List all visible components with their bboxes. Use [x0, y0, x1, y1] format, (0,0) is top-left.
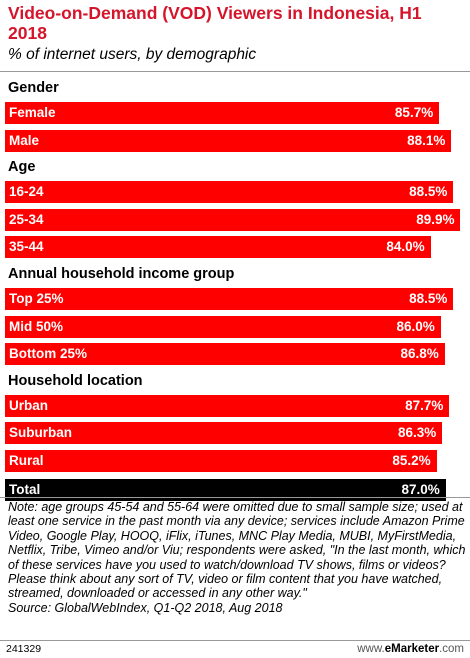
bar-label: Total	[9, 481, 41, 497]
bar-label: 25-34	[9, 211, 44, 227]
bar: Urban 87.7%	[5, 394, 450, 417]
bar: Mid 50% 86.0%	[5, 315, 441, 338]
chart-bottom-divider	[0, 497, 470, 498]
bar-label: Top 25%	[9, 291, 64, 306]
bar-chart: Gender Female 85.7% Male 88.1% Age 16-24 88.5% 2…	[5, 80, 461, 501]
total-bar: Total 87.0%	[5, 478, 446, 501]
data-label: 89.9%	[416, 211, 455, 227]
brand-name: eMarketer	[384, 643, 440, 655]
note-text: Note: age groups 45-54 and 55-64 were om…	[8, 500, 466, 601]
chart-id: 241329	[6, 643, 42, 655]
group-label: Annual household income group	[8, 266, 235, 282]
bar: Female 85.7%	[5, 102, 440, 124]
group-label: Gender	[8, 80, 59, 96]
bar: Suburban 86.3%	[5, 422, 443, 445]
bar: 25-34 89.9%	[5, 208, 461, 231]
bar-label: Mid 50%	[9, 318, 64, 334]
chart-note: Note: age groups 45-54 and 55-64 were om…	[8, 500, 466, 615]
brand-logo[interactable]: www.eMarketer.com	[357, 642, 464, 656]
data-label: 84.0%	[386, 239, 425, 255]
data-label: 86.3%	[397, 425, 437, 441]
bar-label: Urban	[9, 397, 49, 413]
data-label: 86.0%	[396, 318, 435, 334]
data-label: 87.0%	[401, 481, 440, 497]
bar: Bottom 25% 86.8%	[5, 343, 445, 366]
chart-subtitle: % of internet users, by demographic	[8, 46, 257, 63]
data-label: 85.7%	[394, 105, 434, 120]
bar: Top 25% 88.5%	[5, 288, 454, 310]
data-label: 85.2%	[392, 453, 431, 468]
bar: 16-24 88.5%	[5, 181, 454, 204]
bar: 35-44 84.0%	[5, 236, 431, 259]
bar-label: Suburban	[9, 425, 72, 441]
top-divider	[0, 71, 470, 72]
bar-label: 35-44	[9, 239, 44, 255]
bar-label: Female	[9, 105, 56, 120]
data-label: 88.5%	[409, 291, 448, 306]
data-label: 86.8%	[400, 346, 439, 362]
group-label: Household location	[8, 372, 143, 389]
data-label: 88.5%	[409, 184, 448, 200]
bar-label: 16-24	[9, 184, 44, 200]
source-text: Source: GlobalWebIndex, Q1-Q2 2018, Aug …	[8, 600, 283, 615]
brand-suffix: .com	[439, 643, 464, 655]
data-label: 87.7%	[405, 397, 444, 413]
bar: Male 88.1%	[5, 129, 452, 152]
group-label: Age	[8, 159, 36, 176]
bar-label: Rural	[9, 453, 44, 468]
footer-divider	[0, 640, 470, 641]
chart-title: Video-on-Demand (VOD) Viewers in Indones…	[8, 3, 422, 43]
bar-label: Bottom 25%	[9, 346, 88, 362]
bar: Rural 85.2%	[5, 450, 437, 472]
bar-label: Male	[9, 132, 40, 148]
data-label: 88.1%	[407, 132, 446, 148]
brand-prefix: www.	[357, 643, 385, 655]
